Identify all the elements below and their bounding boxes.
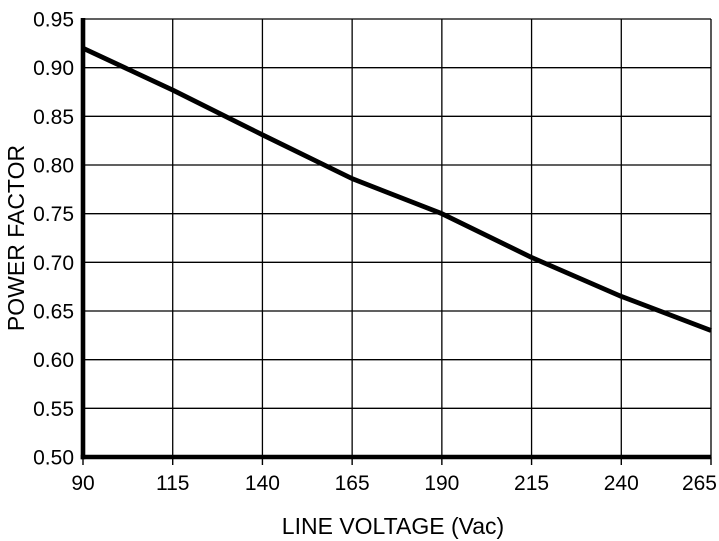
y-axis-title: POWER FACTOR — [3, 145, 29, 331]
tick-labels: 0.50 0.55 0.60 0.65 0.70 0.75 0.80 0.85 0.90 0.95… — [33, 9, 717, 496]
y-tick-label: 0.80 — [33, 155, 74, 178]
y-tick-label: 0.55 — [33, 398, 74, 421]
x-tick-label: 165 — [335, 472, 370, 495]
y-tick-label: 0.85 — [33, 106, 74, 129]
y-tick-label: 0.75 — [33, 203, 74, 226]
y-tick-label: 0.65 — [33, 301, 74, 324]
x-tick-label: 115 — [156, 472, 189, 495]
x-tick-label: 90 — [71, 472, 94, 495]
power-factor-curve — [81, 46, 712, 333]
x-tick-label: 140 — [245, 472, 280, 495]
y-tick-label: 0.50 — [33, 447, 74, 470]
x-tick-label: 265 — [682, 472, 717, 495]
x-axis-title: LINE VOLTAGE (Vac) — [282, 513, 504, 539]
grid-lines — [82, 18, 712, 458]
data-series — [81, 46, 712, 333]
y-tick-label: 0.70 — [33, 252, 74, 275]
y-tick-label: 0.95 — [33, 9, 74, 32]
axes — [80, 18, 712, 465]
x-tick-label: 190 — [424, 472, 459, 495]
x-tick-label: 240 — [604, 472, 639, 495]
y-tick-label: 0.90 — [33, 57, 74, 80]
x-tick-label: 215 — [514, 472, 549, 495]
y-tick-label: 0.60 — [33, 349, 74, 372]
